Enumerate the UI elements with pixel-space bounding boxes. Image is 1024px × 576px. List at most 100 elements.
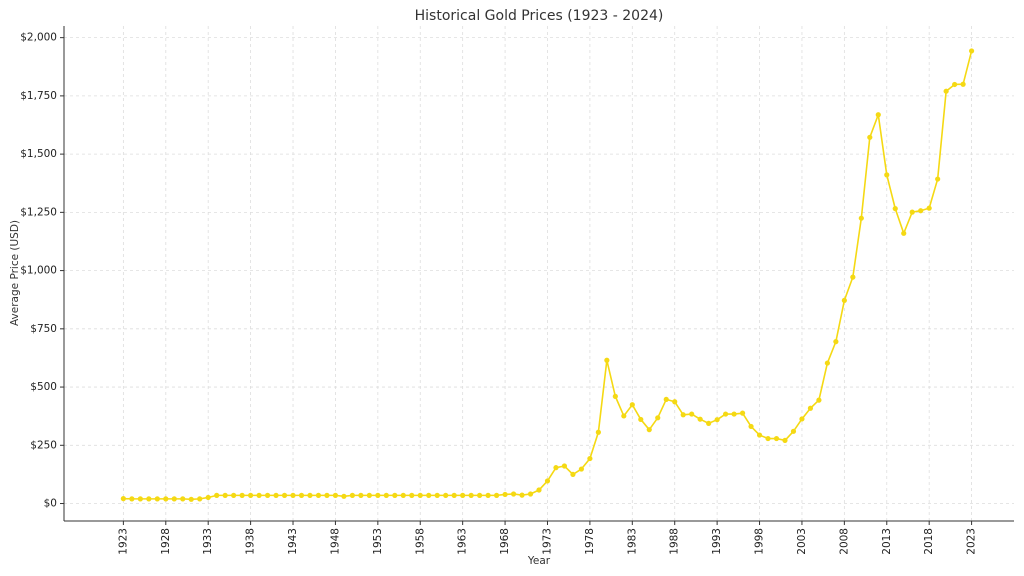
- data-point: [502, 491, 508, 498]
- data-point: [638, 416, 644, 423]
- data-point: [629, 402, 635, 408]
- data-point: [180, 496, 186, 502]
- x-tick-label: 1998: [754, 528, 766, 555]
- x-tick-label: 1993: [711, 528, 723, 555]
- data-point: [646, 427, 652, 433]
- x-tick-label: 1933: [202, 528, 214, 555]
- x-tick-label: 2003: [796, 528, 808, 555]
- x-tick-label: 1988: [669, 528, 681, 555]
- data-point: [485, 492, 491, 498]
- data-point: [519, 492, 525, 498]
- data-point: [493, 492, 500, 498]
- data-point: [298, 492, 305, 498]
- data-point: [884, 172, 890, 178]
- x-tick-label: 1978: [584, 528, 596, 555]
- data-point: [892, 206, 898, 212]
- data-point: [460, 492, 466, 498]
- data-point: [434, 492, 440, 498]
- data-point: [239, 492, 245, 498]
- data-point: [358, 492, 364, 498]
- data-point: [510, 491, 517, 497]
- data-point: [163, 496, 169, 502]
- data-point: [443, 492, 449, 498]
- data-point: [248, 492, 254, 498]
- data-point: [553, 465, 559, 471]
- data-point: [799, 416, 805, 422]
- data-point: [773, 435, 780, 442]
- data-point: [706, 420, 712, 426]
- data-point: [570, 471, 576, 478]
- data-point: [943, 88, 949, 94]
- data-point: [739, 410, 746, 416]
- data-point: [349, 492, 355, 498]
- data-point: [756, 432, 763, 438]
- data-point: [426, 492, 432, 498]
- x-tick-label: 1958: [414, 528, 426, 555]
- data-point: [875, 112, 881, 118]
- x-tick-label: 1973: [541, 528, 553, 555]
- data-point: [926, 205, 932, 211]
- data-point: [409, 492, 415, 498]
- data-point: [604, 357, 610, 363]
- x-tick-label: 1983: [626, 528, 638, 555]
- data-point: [909, 209, 915, 215]
- x-tick-label: 2013: [881, 528, 893, 555]
- x-tick-label: 2008: [838, 528, 850, 555]
- data-point: [782, 437, 788, 444]
- data-point: [816, 397, 822, 403]
- data-point: [689, 411, 695, 417]
- data-point: [315, 492, 322, 498]
- data-point: [273, 492, 279, 498]
- data-point: [468, 492, 474, 498]
- data-point: [952, 81, 958, 88]
- data-point: [383, 492, 389, 498]
- y-tick-label: $1,000: [20, 265, 57, 277]
- data-point: [918, 208, 924, 214]
- y-tick-label: $1,250: [20, 206, 57, 218]
- data-point: [281, 492, 288, 498]
- data-point: [841, 297, 847, 304]
- data-point: [833, 339, 839, 345]
- data-point: [171, 496, 177, 502]
- data-point: [137, 496, 143, 502]
- x-tick-label: 1968: [499, 528, 511, 555]
- data-point: [544, 478, 551, 484]
- x-tick-label: 2018: [923, 528, 935, 555]
- data-point: [578, 466, 585, 472]
- data-point: [188, 496, 194, 502]
- data-point: [205, 494, 211, 501]
- x-tick-label: 1923: [117, 528, 129, 555]
- data-point: [672, 399, 678, 405]
- data-point: [222, 492, 228, 498]
- data-point: [324, 492, 330, 498]
- x-tick-label: 1963: [457, 528, 469, 555]
- y-tick-label: $750: [30, 323, 57, 335]
- data-point: [748, 423, 754, 430]
- data-point: [867, 134, 873, 140]
- data-point: [561, 463, 568, 469]
- data-point: [256, 492, 262, 498]
- y-tick-label: $2,000: [20, 32, 57, 44]
- data-point: [477, 492, 483, 498]
- data-point: [935, 176, 941, 182]
- data-point: [663, 396, 669, 403]
- data-point: [621, 413, 627, 419]
- y-tick-label: $1,750: [20, 90, 57, 102]
- data-point: [527, 491, 534, 497]
- x-tick-label: 1953: [372, 528, 384, 555]
- data-point: [536, 487, 542, 493]
- y-tick-label: $250: [30, 439, 57, 451]
- data-point: [680, 412, 686, 418]
- data-point: [901, 230, 907, 236]
- data-point: [587, 455, 593, 462]
- data-point: [231, 492, 237, 498]
- x-tick-label: 2023: [966, 528, 978, 555]
- data-point: [197, 496, 203, 502]
- data-point: [858, 215, 864, 221]
- data-point: [655, 415, 661, 421]
- data-point: [731, 411, 737, 417]
- x-tick-label: 1943: [287, 528, 299, 555]
- data-point: [968, 48, 975, 54]
